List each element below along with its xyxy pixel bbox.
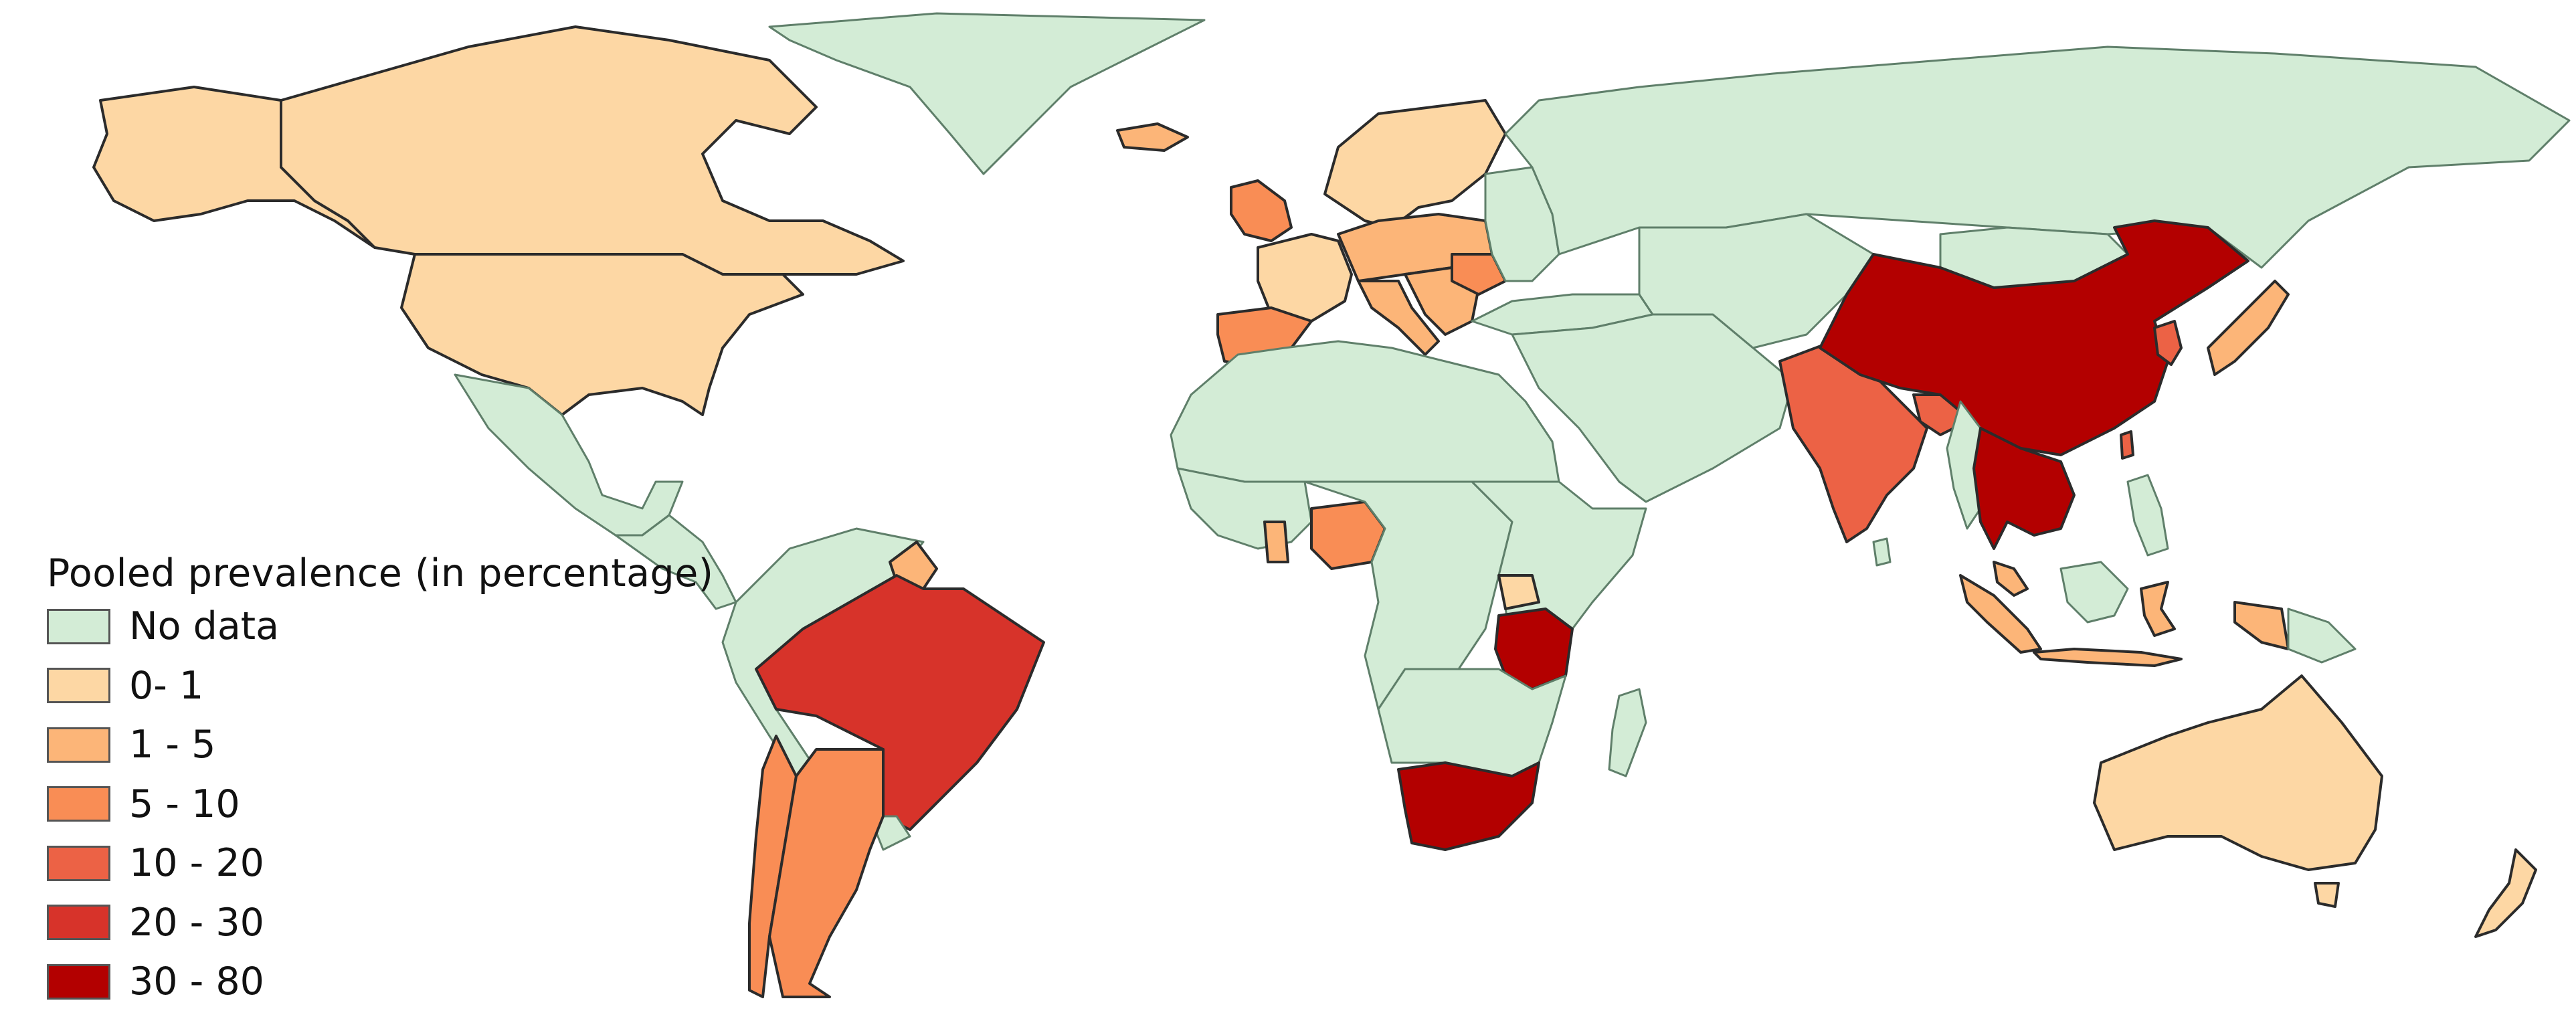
legend-label: 10 - 20 xyxy=(129,841,264,886)
region-australia xyxy=(2093,674,2383,871)
region-russia xyxy=(1504,45,2571,269)
region-uganda xyxy=(1497,574,1540,610)
legend-swatch xyxy=(47,668,110,704)
legend-swatch xyxy=(47,963,110,1000)
region-madagascar xyxy=(1608,688,1647,777)
legend-item: 30 - 80 xyxy=(47,952,714,1012)
legend-item: 10 - 20 xyxy=(47,834,714,893)
region-taiwan xyxy=(2120,430,2134,460)
legend-item: 5 - 10 xyxy=(47,775,714,834)
legend-label: 30 - 80 xyxy=(129,959,264,1004)
region-central-america xyxy=(614,514,737,610)
region-italy xyxy=(1357,280,1440,356)
region-central-asia xyxy=(1638,213,1875,349)
legend-swatch xyxy=(47,845,110,881)
legend-swatch xyxy=(47,608,110,644)
region-korea xyxy=(2153,320,2183,366)
region-scandinavia xyxy=(1323,99,1507,229)
legend-item: 20 - 30 xyxy=(47,893,714,953)
legend-swatch xyxy=(47,905,110,941)
legend-swatch xyxy=(47,727,110,763)
region-greenland xyxy=(768,12,1206,175)
region-south-africa xyxy=(1397,761,1540,851)
region-java xyxy=(2033,648,2183,667)
region-usa xyxy=(400,253,804,416)
map-legend: Pooled prevalence (in percentage) No dat… xyxy=(47,550,714,1012)
legend-items: No data 0- 1 1 - 5 5 - 10 10 - 20 20 - 30 30 -… xyxy=(47,597,714,1012)
region-ghana xyxy=(1263,521,1289,563)
region-borneo xyxy=(2059,561,2129,624)
region-canada xyxy=(280,25,905,276)
legend-swatch xyxy=(47,786,110,822)
region-png xyxy=(2287,608,2357,664)
legend-item: 0- 1 xyxy=(47,656,714,716)
legend-label: 20 - 30 xyxy=(129,900,264,945)
region-north-africa xyxy=(1170,340,1560,483)
region-thailand-indochina xyxy=(1972,427,2076,550)
region-sumatra xyxy=(1959,574,2042,654)
legend-item: No data xyxy=(47,597,714,656)
legend-label: 0- 1 xyxy=(129,663,204,708)
region-new-zealand xyxy=(2474,848,2537,938)
region-british-isles xyxy=(1230,179,1293,242)
region-sri-lanka xyxy=(1872,537,1892,567)
region-romania xyxy=(1451,253,1507,296)
legend-title: Pooled prevalence (in percentage) xyxy=(47,551,714,595)
region-argentina xyxy=(768,748,885,998)
region-western-europe xyxy=(1257,233,1353,322)
legend-label: No data xyxy=(129,604,280,649)
region-mexico xyxy=(454,373,684,537)
region-brazil xyxy=(755,574,1045,831)
region-sulawesi xyxy=(2140,581,2176,637)
region-malaysia xyxy=(1993,561,2029,597)
legend-item: 1 - 5 xyxy=(47,715,714,775)
region-tasmania xyxy=(2314,882,2340,908)
region-iceland xyxy=(1116,122,1189,152)
region-japan xyxy=(2207,280,2290,376)
legend-label: 5 - 10 xyxy=(129,781,240,826)
region-philippines xyxy=(2126,474,2169,557)
region-papua xyxy=(2233,601,2290,650)
legend-label: 1 - 5 xyxy=(129,723,216,767)
